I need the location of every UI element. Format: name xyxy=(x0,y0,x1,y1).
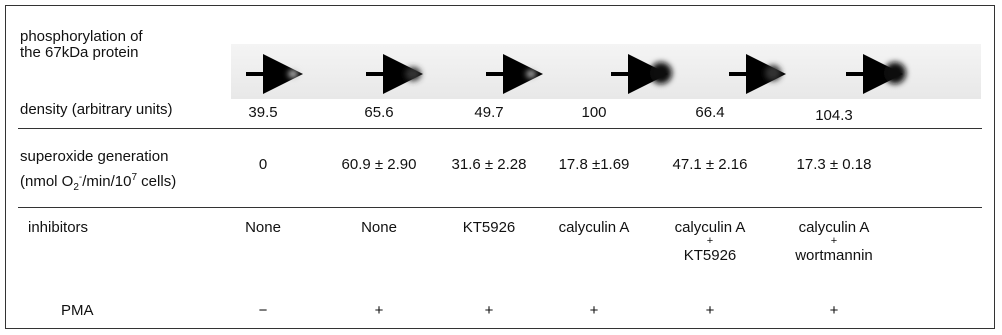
cell-line: + xyxy=(769,236,899,247)
row-label: phosphorylation of the 67kDa protein xyxy=(20,29,143,61)
cell: 17.8 ±1.69 xyxy=(529,156,659,173)
label-part: /min/10 xyxy=(82,173,131,190)
cell: 39.5 xyxy=(198,104,328,121)
row-label: inhibitors xyxy=(28,219,88,236)
label-line: the 67kDa protein xyxy=(20,44,138,61)
label-part: (nmol O xyxy=(20,173,73,190)
cell: − xyxy=(198,302,328,319)
label-part: 2 xyxy=(73,182,79,193)
row-label: density (arbitrary units) xyxy=(20,101,173,118)
row-label: superoxide generation (nmol O2-/min/107 … xyxy=(20,146,176,198)
cell: + xyxy=(645,302,775,319)
cell: calyculin A+KT5926 xyxy=(645,219,775,264)
cell: 47.1 ± 2.16 xyxy=(645,156,775,173)
cell: + xyxy=(769,302,899,319)
cell-line: calyculin A xyxy=(529,219,659,236)
rule xyxy=(18,128,982,129)
cell: 0 xyxy=(198,156,328,173)
cell-line: calyculin A xyxy=(645,219,775,236)
cell: calyculin A+wortmannin xyxy=(769,219,899,264)
cell: calyculin A xyxy=(529,219,659,236)
cell: 104.3 xyxy=(769,107,899,124)
cell-line: + xyxy=(645,236,775,247)
label-part: cells) xyxy=(137,173,176,190)
cell: + xyxy=(529,302,659,319)
cell: 17.3 ± 0.18 xyxy=(769,156,899,173)
cell: None xyxy=(198,219,328,236)
label-line: phosphorylation of xyxy=(20,28,143,45)
cell: 100 xyxy=(529,104,659,121)
cell-line: KT5926 xyxy=(645,247,775,264)
cell-line: None xyxy=(198,219,328,236)
cell: 66.4 xyxy=(645,104,775,121)
figure: phosphorylation of the 67kDa protein den… xyxy=(5,5,995,329)
cell-line: wortmannin xyxy=(769,247,899,264)
rule xyxy=(18,207,982,208)
cell-line: calyculin A xyxy=(769,219,899,236)
row-label: PMA xyxy=(61,302,94,319)
blot-image xyxy=(231,44,981,99)
label-line: superoxide generation xyxy=(20,148,168,165)
